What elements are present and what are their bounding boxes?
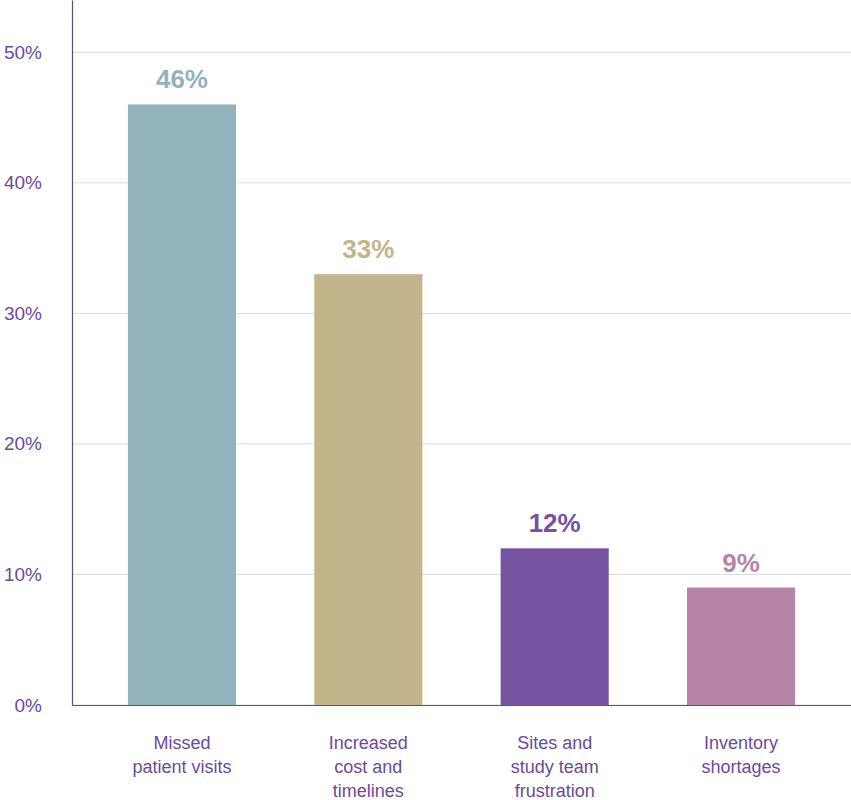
y-axis: 0% 10% 20% 30% 40% 50% [4,1,73,716]
bar [128,104,236,705]
y-tick-label: 40% [4,172,42,193]
data-label: 12% [529,508,581,538]
grid [72,52,851,705]
y-tick-label: 50% [4,42,42,63]
y-tick-label: 20% [4,433,42,454]
grid-line [72,52,851,53]
y-tick: 50% [4,42,72,63]
chart: 0% 10% 20% 30% 40% 50% Missed patient visits Inc… [0,0,851,800]
bars [128,104,795,705]
y-tick: 0% [15,695,72,716]
x-tick-label: Sites and study team frustration [511,733,599,800]
x-axis-line [73,705,851,706]
y-tick: 10% [4,564,72,585]
data-labels: 46% 33% 12% 9% [156,64,760,577]
y-tick: 30% [4,303,72,324]
x-tick-label-line: patient visits [132,757,231,777]
y-tick-label: 10% [4,564,42,585]
x-tick-label-line: Sites and [517,733,592,753]
x-tick: Increased cost and timelines [329,705,408,800]
y-tick: 20% [4,433,72,454]
bar [687,588,795,706]
data-label: 33% [342,234,394,264]
y-axis-line [72,1,73,706]
x-tick-label: Increased cost and timelines [329,733,408,800]
x-tick-label-line: Missed [153,733,210,753]
bar [501,548,609,705]
x-tick-label-line: frustration [515,781,595,800]
data-label: 9% [722,548,760,578]
x-tick: Missed patient visits [132,705,231,777]
y-tick: 40% [4,172,72,193]
x-tick-label: Missed patient visits [132,733,231,777]
y-tick-label: 0% [15,695,43,716]
y-tick-label: 30% [4,303,42,324]
x-tick-label: Inventory shortages [702,733,781,777]
data-label: 46% [156,64,208,94]
bar [314,274,422,705]
x-tick-label-line: timelines [333,781,404,800]
x-tick-label-line: shortages [702,757,781,777]
x-tick-label-line: Inventory [704,733,778,753]
x-tick: Inventory shortages [702,705,781,777]
x-tick: Sites and study team frustration [511,705,599,800]
x-tick-label-line: study team [511,757,599,777]
x-tick-label-line: cost and [334,757,402,777]
x-axis: Missed patient visits Increased cost and tim… [73,705,851,800]
x-tick-label-line: Increased [329,733,408,753]
